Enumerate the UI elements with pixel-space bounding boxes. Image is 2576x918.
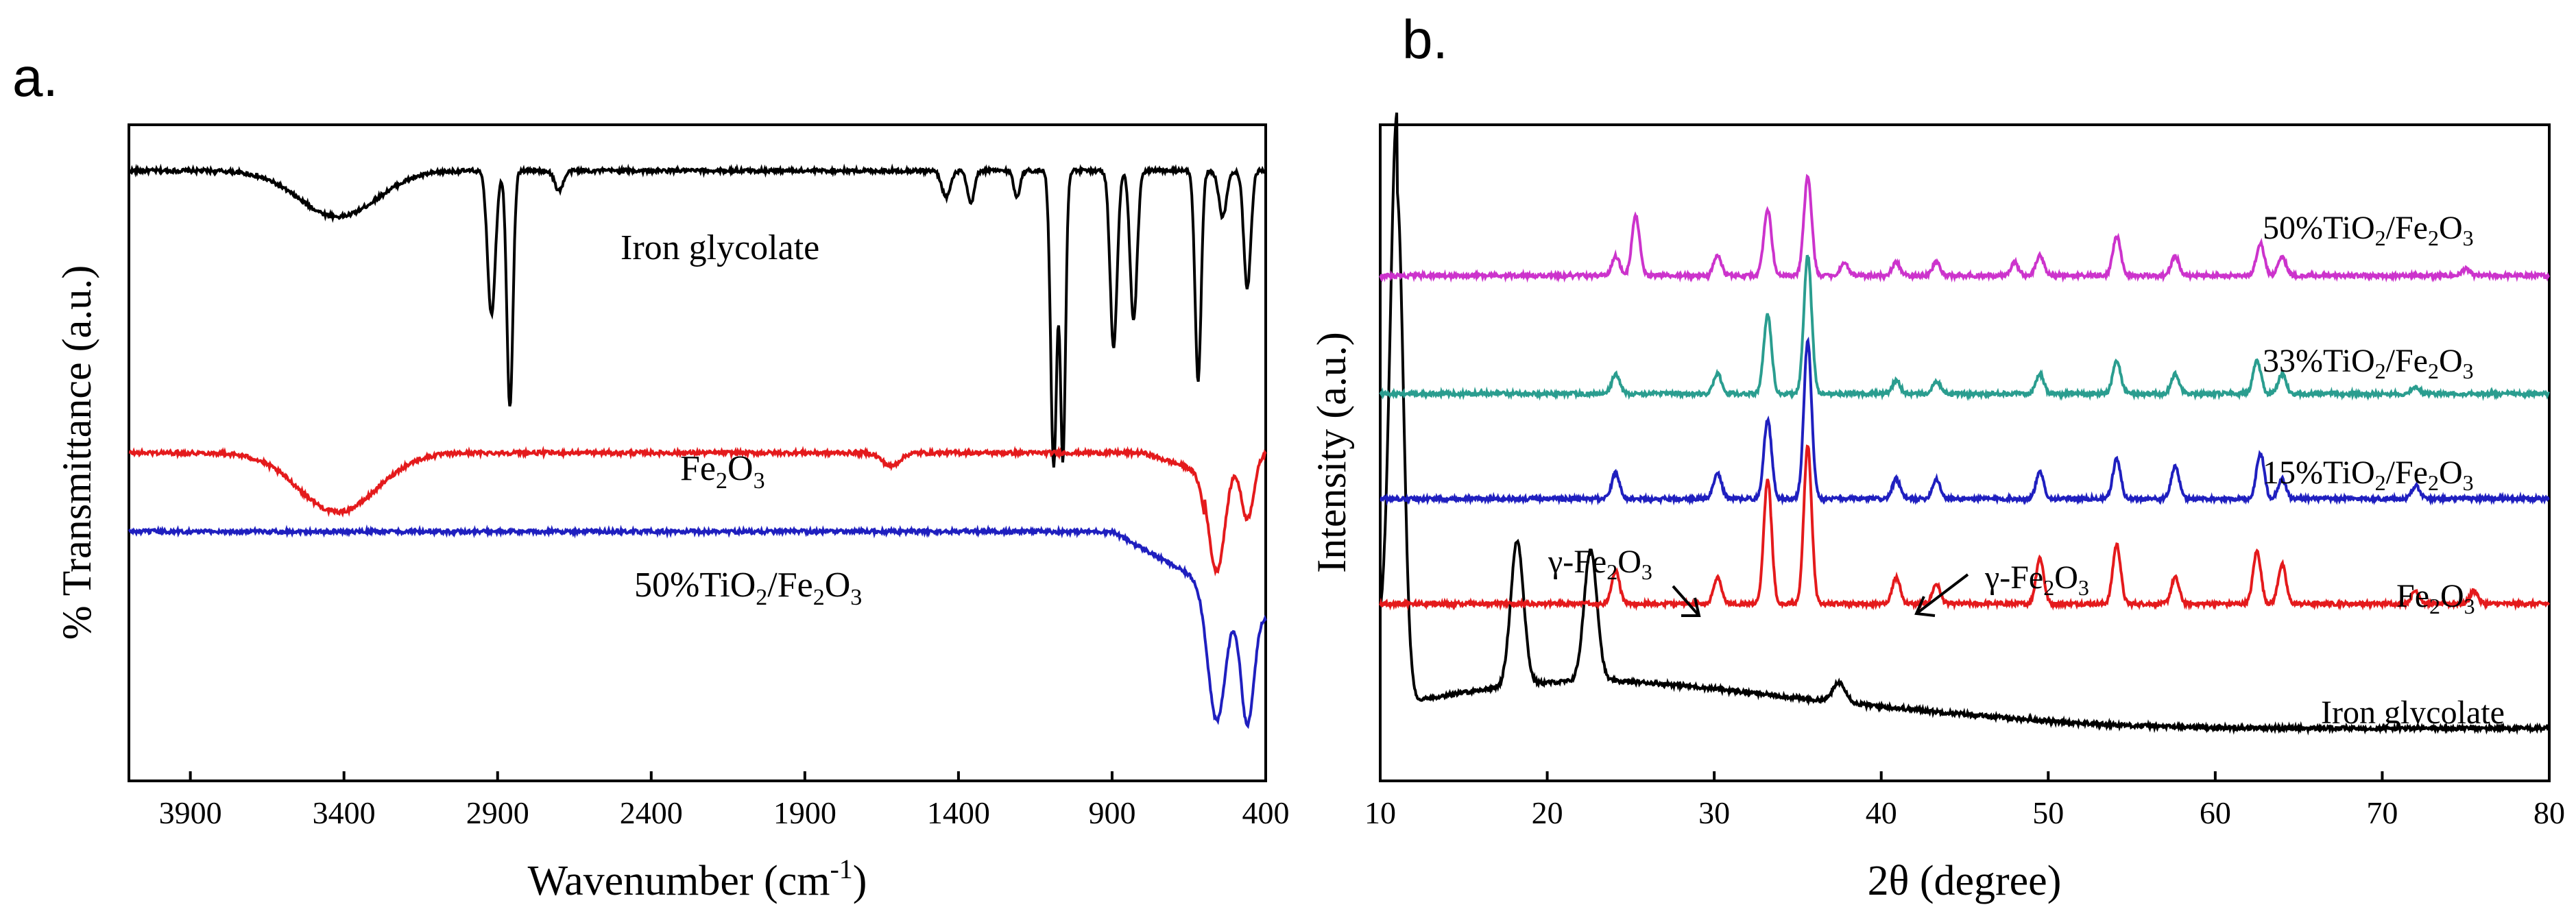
label-b-50-tio2-fe2o3: 50%TiO2/Fe2O3 (2263, 210, 2474, 250)
panel-a-x-ticks: 3900 3400 2900 2400 1900 1400 900 400 (159, 771, 1290, 830)
panel-b-tick-label: 80 (2533, 795, 2565, 830)
label-a-50-tio2-fe2o3: 50%TiO2/Fe2O3 (634, 566, 862, 610)
panel-a-tick-label: 2900 (466, 795, 529, 830)
panel-a-series-line (128, 524, 1267, 729)
annotation-arrow-right (1914, 573, 1969, 617)
panel-b-tick-label: 50 (2032, 795, 2064, 830)
panel-a-tick-label: 1400 (927, 795, 990, 830)
panel-b-xlabel: 2θ (degree) (1868, 858, 2062, 904)
label-b-15-tio2-fe2o3: 15%TiO2/Fe2O3 (2263, 455, 2474, 495)
panel-a-series-line (128, 163, 1267, 468)
annotation-arrow-left (1672, 585, 1701, 617)
panel-b-label: b. (1402, 9, 1448, 70)
panel-b-x-ticks: 10 20 30 40 50 60 70 80 (1364, 771, 2565, 830)
panel-a-tick-label: 2400 (620, 795, 683, 830)
panel-b-tick-label: 40 (1866, 795, 1897, 830)
panel-b-series-line (1380, 336, 2550, 506)
panel-b-series (1379, 112, 2551, 736)
panel-a-tick-label: 3900 (159, 795, 222, 830)
panel-b-tick-label: 70 (2366, 795, 2398, 830)
panel-a-tick-label: 1900 (773, 795, 836, 830)
panel-b-plot-frame (1379, 123, 2551, 782)
panel-b-tick-label: 30 (1698, 795, 1730, 830)
panel-a-xlabel: Wavenumber (cm-1) (528, 854, 867, 904)
label-a-fe2o3: Fe2O3 (680, 449, 765, 494)
annotation-gamma-fe2o3-right: γ-Fe2O3 (1984, 559, 2089, 600)
panel-b-ylabel: Intensity (a.u.) (1309, 332, 1354, 573)
panel-b-series-line (1379, 254, 2551, 401)
label-b-33-tio2-fe2o3: 33%TiO2/Fe2O3 (2263, 343, 2474, 383)
panel-b-tick-label: 10 (1364, 795, 1396, 830)
panel-a-ylabel: % Transmittance (a.u.) (54, 265, 99, 640)
panel-b-series-line (1379, 173, 2551, 283)
panel-a-tick-label: 400 (1242, 795, 1290, 830)
panel-b-tick-label: 20 (1532, 795, 1563, 830)
panel-b-series-line (1379, 444, 2551, 612)
panel-a-tick-label: 3400 (313, 795, 376, 830)
panel-a-series-line (128, 446, 1267, 577)
panel-b-series-line (1379, 112, 2551, 736)
annotation-gamma-fe2o3-left: γ-Fe2O3 (1548, 544, 1652, 584)
panel-a-label: a. (12, 47, 58, 108)
label-b-fe2o3: Fe2O3 (2396, 578, 2475, 618)
label-b-iron-glycolate: Iron glycolate (2321, 694, 2505, 731)
label-a-iron-glycolate: Iron glycolate (621, 228, 819, 267)
panel-a-series (128, 163, 1267, 729)
panel-a-tick-label: 900 (1088, 795, 1135, 830)
panel-b-tick-label: 60 (2200, 795, 2231, 830)
